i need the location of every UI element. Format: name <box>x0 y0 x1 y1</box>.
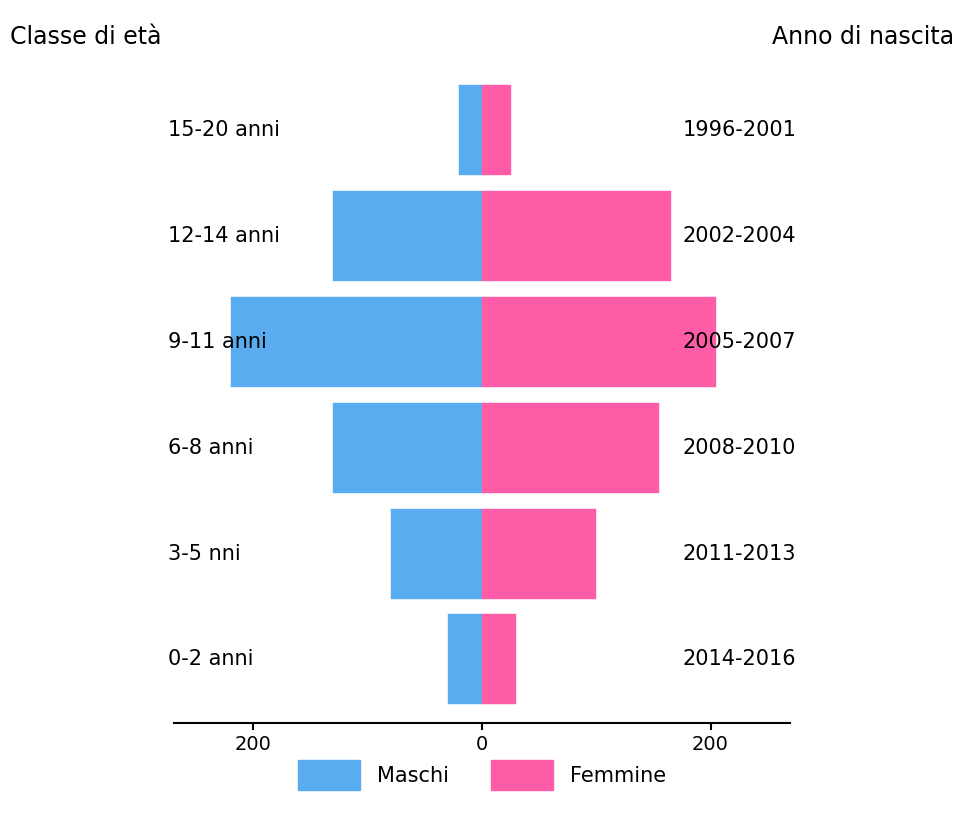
Text: 9-11 anni: 9-11 anni <box>168 332 267 352</box>
Text: 2005-2007: 2005-2007 <box>683 332 796 352</box>
Text: 3-5 nni: 3-5 nni <box>168 543 241 563</box>
Text: 6-8 anni: 6-8 anni <box>168 438 254 458</box>
Bar <box>482 614 517 705</box>
Bar <box>482 403 659 493</box>
Bar <box>334 403 482 493</box>
Bar <box>390 509 482 598</box>
Bar <box>482 509 597 598</box>
Bar <box>230 297 482 386</box>
Text: 12-14 anni: 12-14 anni <box>168 226 280 246</box>
Text: Classe di età: Classe di età <box>10 25 161 49</box>
Text: 0-2 anni: 0-2 anni <box>168 650 254 670</box>
Text: 2011-2013: 2011-2013 <box>683 543 796 563</box>
Bar <box>459 85 482 175</box>
Bar <box>482 85 511 175</box>
Text: 15-20 anni: 15-20 anni <box>168 120 280 140</box>
Bar <box>447 614 482 705</box>
Text: Anno di nascita: Anno di nascita <box>772 25 954 49</box>
Text: 2008-2010: 2008-2010 <box>683 438 796 458</box>
Text: 2014-2016: 2014-2016 <box>683 650 796 670</box>
Bar <box>482 191 671 281</box>
Legend: Maschi, Femmine: Maschi, Femmine <box>289 752 675 798</box>
Text: 1996-2001: 1996-2001 <box>683 120 796 140</box>
Bar <box>334 191 482 281</box>
Bar <box>482 297 716 386</box>
Text: 2002-2004: 2002-2004 <box>683 226 796 246</box>
